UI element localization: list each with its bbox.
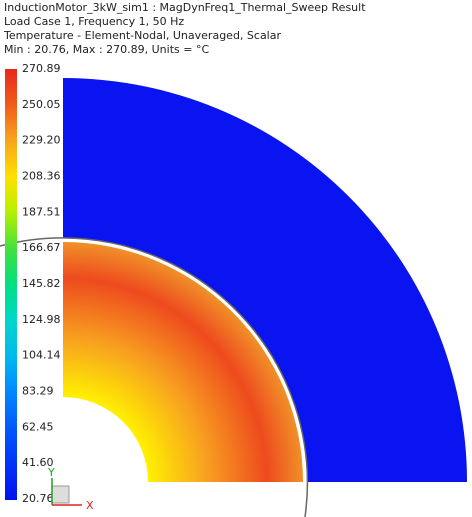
legend-label: 41.60 bbox=[22, 456, 54, 469]
header: InductionMotor_3kW_sim1 : MagDynFreq1_Th… bbox=[3, 1, 366, 56]
header-line: Min : 20.76, Max : 270.89, Units = °C bbox=[4, 43, 209, 56]
legend-label: 250.05 bbox=[22, 98, 61, 111]
header-line: Temperature - Element-Nodal, Unaveraged,… bbox=[3, 29, 281, 42]
air-gap-arc bbox=[0, 237, 309, 517]
legend-label: 104.14 bbox=[22, 349, 61, 362]
stator bbox=[63, 78, 467, 482]
legend-label: 20.76 bbox=[22, 492, 54, 505]
color-scale bbox=[5, 69, 17, 500]
legend-label: 62.45 bbox=[22, 420, 54, 433]
legend-label: 229.20 bbox=[22, 134, 61, 147]
x-label: X bbox=[86, 499, 94, 512]
header-line: InductionMotor_3kW_sim1 : MagDynFreq1_Th… bbox=[4, 1, 366, 14]
legend-label: 208.36 bbox=[22, 170, 61, 183]
legend-label: 166.67 bbox=[22, 241, 61, 254]
legend-label: 187.51 bbox=[22, 205, 61, 218]
triad-box bbox=[51, 485, 70, 504]
legend-label: 83.29 bbox=[22, 385, 54, 398]
header-line: Load Case 1, Frequency 1, 50 Hz bbox=[4, 15, 184, 28]
y-label: Y bbox=[47, 466, 55, 479]
legend: 270.89 250.05 229.20 208.36 187.51 166.67 145.… bbox=[22, 62, 61, 505]
legend-label: 145.82 bbox=[22, 277, 61, 290]
triad: X Y bbox=[47, 466, 94, 512]
rotor bbox=[63, 242, 303, 482]
legend-label: 124.98 bbox=[22, 313, 61, 326]
legend-label: 270.89 bbox=[22, 62, 61, 75]
